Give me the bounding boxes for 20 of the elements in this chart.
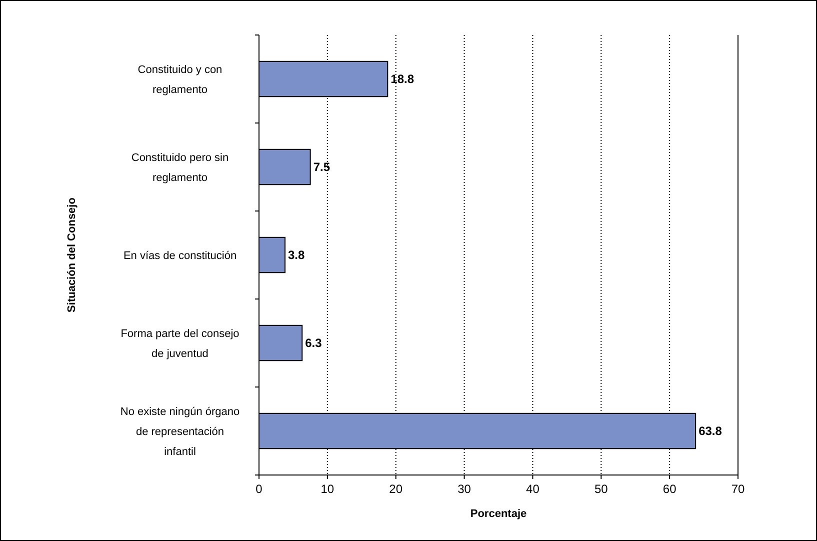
x-tick-label: 70 [731,482,745,496]
y-tick-label: Constituido pero sin reglamento [131,152,229,184]
x-tick-label: 40 [526,482,540,496]
y-axis-title: Situación del Consejo [66,197,78,312]
data-label: 7.5 [313,160,330,174]
y-tick-label: Constituido y con reglamento [138,64,222,96]
data-label: 63.8 [698,424,722,438]
data-label: 18.8 [390,72,414,86]
y-tick-label: Forma parte del consejo de juventud [120,328,240,360]
data-label: 6.3 [305,336,322,350]
x-tick-label: 20 [389,482,403,496]
x-tick-label: 0 [256,482,263,496]
x-tick-label: 30 [458,482,472,496]
data-label: 3.8 [288,248,306,262]
x-tick-label: 60 [662,482,677,496]
x-axis-title: Porcentaje [470,508,527,520]
y-tick-label: No existe ningún órgano de representación infantil [120,406,240,458]
y-tick-label: En vías de constitución [123,250,237,262]
x-tick-label: 50 [594,482,608,496]
x-tick-label: 10 [320,482,334,496]
